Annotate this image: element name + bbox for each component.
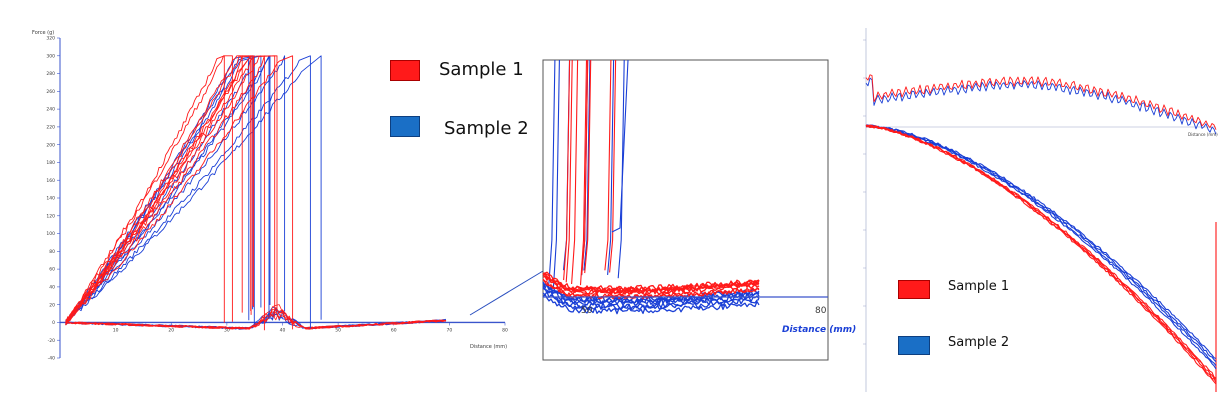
panel1-ytick-label: 80 xyxy=(49,249,55,255)
panel1-ytick-label: 140 xyxy=(46,196,55,202)
inset-xlabel: Distance (mm) xyxy=(782,325,856,335)
panel1-sample1-curve xyxy=(65,55,294,330)
panel1-ytick-label: 280 xyxy=(46,71,55,77)
panel1-xtick-label: 20 xyxy=(168,327,174,333)
panel1-ytick-label: 40 xyxy=(49,284,55,290)
panel1-sample1-trail-curve xyxy=(65,311,447,330)
inset-curves xyxy=(542,59,760,315)
panel1-ytick-label: 200 xyxy=(46,142,55,148)
panel1-xtick-label: 70 xyxy=(447,327,453,333)
panel1-sample2-curve xyxy=(65,55,311,329)
panel1-sample1-trail-curve xyxy=(65,307,447,330)
panel1-curves xyxy=(65,55,447,331)
legend-swatch-sample1-right xyxy=(898,280,930,299)
inset-sample1-curve xyxy=(542,278,760,300)
panel3-curves xyxy=(865,74,1217,385)
panel1-sample1-curve xyxy=(65,55,276,323)
panel1-ytick-label: 60 xyxy=(49,267,55,273)
panel-zoom-inset: 50 80 Distance (mm) xyxy=(542,59,856,361)
legend-label-sample2-main: Sample 2 xyxy=(444,118,529,139)
panel1-axes: -40 -20 0 20 40 60 80 100 120 140 160 180 200 220 240 2… xyxy=(46,36,508,362)
inset-sample1-curve xyxy=(542,272,760,293)
panel-right: Distance (mm) xyxy=(863,28,1218,392)
panel3-sample2-curve xyxy=(865,124,1217,360)
inset-sample2-curve-spike xyxy=(617,59,625,279)
panel1-ytick-label: 300 xyxy=(46,53,55,59)
panel1-ytick-label: 100 xyxy=(46,231,55,237)
legend-label-sample1-right: Sample 1 xyxy=(948,279,1010,294)
inset-sample2-spike-tall xyxy=(611,59,629,233)
legend-swatch-sample1-main xyxy=(390,60,420,81)
inset-xtick-50: 50 xyxy=(581,306,593,316)
panel1-ytick-label: -40 xyxy=(48,356,55,362)
panel3-axes xyxy=(863,28,1217,392)
panel3-sample1-upper-curve xyxy=(865,74,1217,130)
panel1-sample2-curve xyxy=(65,55,255,325)
panel1-ytick-label: 0 xyxy=(52,320,55,326)
panel1-ytick-label: 260 xyxy=(46,89,55,95)
panel1-sample2-curve xyxy=(65,55,322,326)
inset-sample2-curve xyxy=(542,293,760,315)
panel1-sample1-curve xyxy=(65,55,254,324)
inset-sample1-curve-spike xyxy=(579,59,588,286)
inset-sample1-curve-spike xyxy=(571,59,579,285)
panel1-sample2-curve xyxy=(65,55,262,323)
panel1-xtick-label: 80 xyxy=(502,327,508,333)
panel1-xtick-label: 60 xyxy=(391,327,397,333)
panel1-sample1-curve xyxy=(65,55,225,323)
inset-sample1-curve-spike xyxy=(584,59,592,274)
panel1-sample1-curve xyxy=(65,55,254,325)
legend-swatch-sample2-main xyxy=(390,116,420,137)
panel1-xtick-label: 10 xyxy=(113,327,119,333)
panel1-ytick-label: 320 xyxy=(46,36,55,42)
panel1-ytick-label: 240 xyxy=(46,107,55,113)
panel1-ytick-label: 180 xyxy=(46,160,55,166)
inset-sample2-curve-spike xyxy=(583,59,591,271)
legend-label-sample2-right: Sample 2 xyxy=(948,335,1010,350)
panel1-xlabel: Distance (mm) xyxy=(470,344,507,350)
panel1-ytick-label: 20 xyxy=(49,302,55,308)
panel1-ytick-label: 220 xyxy=(46,124,55,130)
panel1-xtick-label: 30 xyxy=(224,327,230,333)
legend-label-sample1-main: Sample 1 xyxy=(439,59,524,80)
inset-sample1-curve-spike xyxy=(565,59,573,283)
panel3-sample2-curve xyxy=(865,124,1217,366)
inset-sample2-curve-spike xyxy=(607,59,615,275)
legend-swatch-sample2-right xyxy=(898,336,930,355)
inset-sample1-curve-spike xyxy=(609,59,617,273)
panel1-sample1-curve xyxy=(65,55,252,323)
inset-sample2-curve-spike xyxy=(552,59,560,288)
inset-sample2-curve-spike xyxy=(548,59,556,284)
zoom-connector-line xyxy=(469,267,549,316)
panel1-ytick-label: 120 xyxy=(46,213,55,219)
panel1-ytick-label: 160 xyxy=(46,178,55,184)
panel3-sample2-upper-curve xyxy=(865,77,1217,135)
inset-sample1-curve xyxy=(542,278,760,300)
inset-sample1-curve-spike xyxy=(581,59,589,275)
panel-force-distance: -40 -20 0 20 40 60 80 100 120 140 160 180 200 220 240 2… xyxy=(32,30,508,362)
inset-sample2-curve xyxy=(543,288,760,310)
inset-sample1-curve-spike xyxy=(604,59,612,271)
panel1-sample1-curve xyxy=(65,55,233,326)
panel1-xtick-label: 40 xyxy=(280,327,286,333)
panel1-ytick-label: -20 xyxy=(48,338,55,344)
inset-sample1-curve-spike xyxy=(563,59,571,281)
panel1-sample1-curve xyxy=(65,55,265,331)
panel1-ylabel: Force (g) xyxy=(32,30,54,36)
panel3-sample2-curve xyxy=(865,125,1217,370)
panel1-sample2-trail-curve xyxy=(65,308,447,330)
inset-xtick-80: 80 xyxy=(815,306,827,316)
panel3-xlabel: Distance (mm) xyxy=(1188,132,1218,137)
panel3-sample1-curve xyxy=(865,124,1217,385)
panel1-xtick-label: 50 xyxy=(335,327,341,333)
panel1-sample1-trail-curve xyxy=(65,309,447,330)
